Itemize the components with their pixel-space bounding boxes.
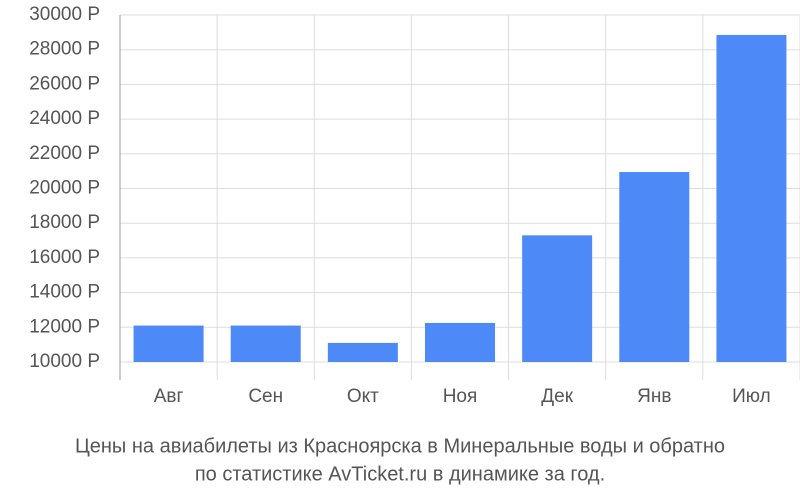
- y-tick-label: 22000 Р: [29, 143, 100, 164]
- y-tick-label: 12000 Р: [29, 316, 100, 337]
- bar: [230, 325, 301, 362]
- y-tick-label: 10000 Р: [29, 351, 100, 372]
- chart-title: по статистике AvTicket.ru в динамике за …: [195, 463, 605, 485]
- bar: [133, 325, 204, 362]
- bar: [327, 342, 398, 362]
- x-tick-label: Авг: [154, 386, 184, 407]
- x-tick-label: Ноя: [443, 386, 478, 407]
- y-tick-label: 26000 Р: [29, 73, 100, 94]
- bar: [522, 235, 593, 362]
- y-tick-label: 16000 Р: [29, 247, 100, 268]
- y-tick-label: 28000 Р: [29, 39, 100, 60]
- y-tick-label: 14000 Р: [29, 282, 100, 303]
- y-tick-label: 18000 Р: [29, 212, 100, 233]
- chart-title: Цены на авиабилеты из Красноярска в Мине…: [75, 435, 725, 457]
- y-tick-label: 24000 Р: [29, 108, 100, 129]
- x-tick-label: Окт: [347, 386, 379, 407]
- bar: [425, 322, 495, 362]
- x-tick-label: Янв: [637, 386, 671, 407]
- y-tick-label: 20000 Р: [29, 178, 100, 199]
- y-tick-label: 30000 Р: [29, 4, 100, 25]
- x-tick-label: Июл: [732, 386, 771, 407]
- bar: [716, 34, 787, 362]
- x-tick-label: Сен: [248, 386, 283, 407]
- x-tick-label: Дек: [541, 386, 573, 407]
- bar: [619, 172, 690, 362]
